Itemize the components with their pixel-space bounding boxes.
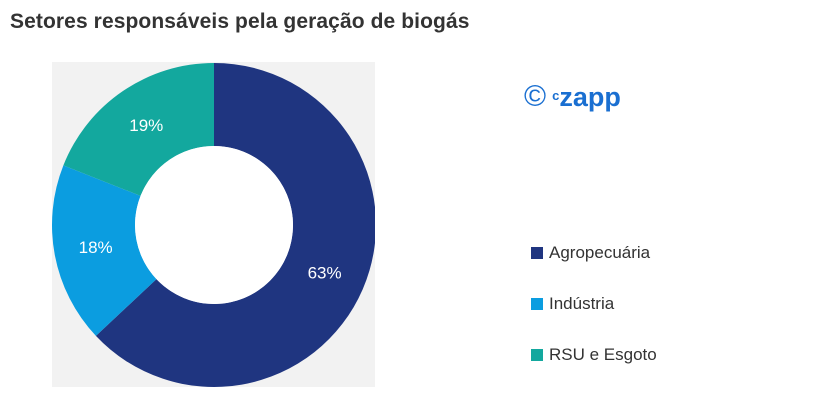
donut-hole — [135, 146, 293, 304]
chart-title: Setores responsáveis pela geração de bio… — [10, 10, 470, 33]
legend-item-rsu-esgoto: RSU e Esgoto — [531, 342, 657, 368]
slice-value-label: 19% — [129, 116, 163, 135]
slice-value-label: 63% — [308, 263, 342, 282]
donut-slice-agropecuaria — [95, 63, 375, 387]
legend-swatch — [531, 247, 543, 259]
legend-item-industria: Indústria — [531, 291, 657, 317]
legend-label: Indústria — [549, 294, 615, 313]
chart-legend: Agropecuária Indústria RSU e Esgoto — [531, 240, 657, 393]
donut-slice-rsu-e-esgoto — [63, 63, 215, 196]
logo-prefix: c — [552, 88, 560, 103]
copyright-icon: © — [524, 80, 547, 113]
logo-name: zapp — [559, 81, 621, 112]
legend-swatch — [531, 349, 543, 361]
legend-swatch — [531, 298, 543, 310]
donut-slice-industria — [52, 165, 157, 336]
slice-value-label: 18% — [79, 238, 113, 257]
czapp-logo: © c zapp — [524, 82, 621, 112]
legend-label: RSU e Esgoto — [549, 345, 657, 364]
legend-item-agropecuaria: Agropecuária — [531, 240, 657, 266]
donut-svg: 63% 18% 19% — [52, 63, 375, 387]
legend-label: Agropecuária — [549, 243, 651, 262]
donut-chart: 63% 18% 19% — [52, 62, 375, 387]
